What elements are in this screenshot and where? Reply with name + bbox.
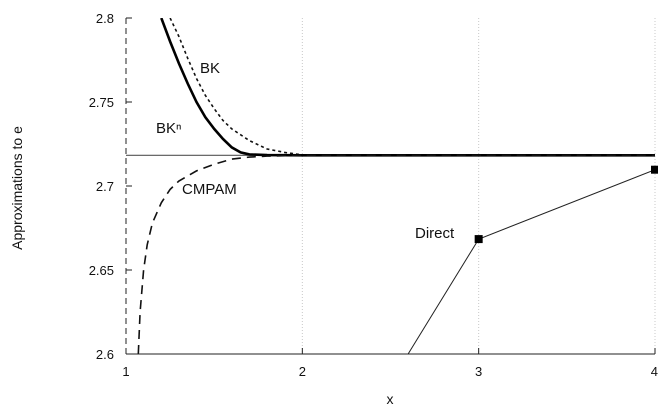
x-tick-label: 2	[299, 364, 306, 379]
series-line-1	[160, 18, 655, 157]
x-tick-label: 3	[475, 364, 482, 379]
series-marker	[474, 235, 483, 244]
y-tick-label: 2.7	[96, 179, 114, 194]
y-tick-label: 2.75	[89, 95, 114, 110]
series-marker	[651, 165, 658, 174]
x-tick-label: 1	[122, 364, 129, 379]
x-tick-label: 4	[651, 364, 658, 379]
series-label: CMPAM	[182, 181, 237, 198]
y-tick-label: 2.6	[96, 347, 114, 362]
series-label: BK	[200, 60, 220, 77]
y-axis-title: Approximations to e	[9, 126, 25, 250]
series-label: Direct	[415, 225, 455, 242]
label-layer: BK BKⁿ CMPAM Direct	[156, 60, 455, 242]
series-layer	[137, 18, 658, 354]
y-tick-label: 2.8	[96, 11, 114, 26]
y-tick-label: 2.65	[89, 263, 114, 278]
axis-layer: 2.6 2.65 2.7 2.75 2.8 1 2 3 4	[89, 11, 658, 379]
series-line-2	[137, 154, 655, 354]
series-label: BKⁿ	[156, 120, 181, 137]
x-axis-title: x	[387, 391, 394, 407]
grid-layer	[301, 18, 656, 354]
